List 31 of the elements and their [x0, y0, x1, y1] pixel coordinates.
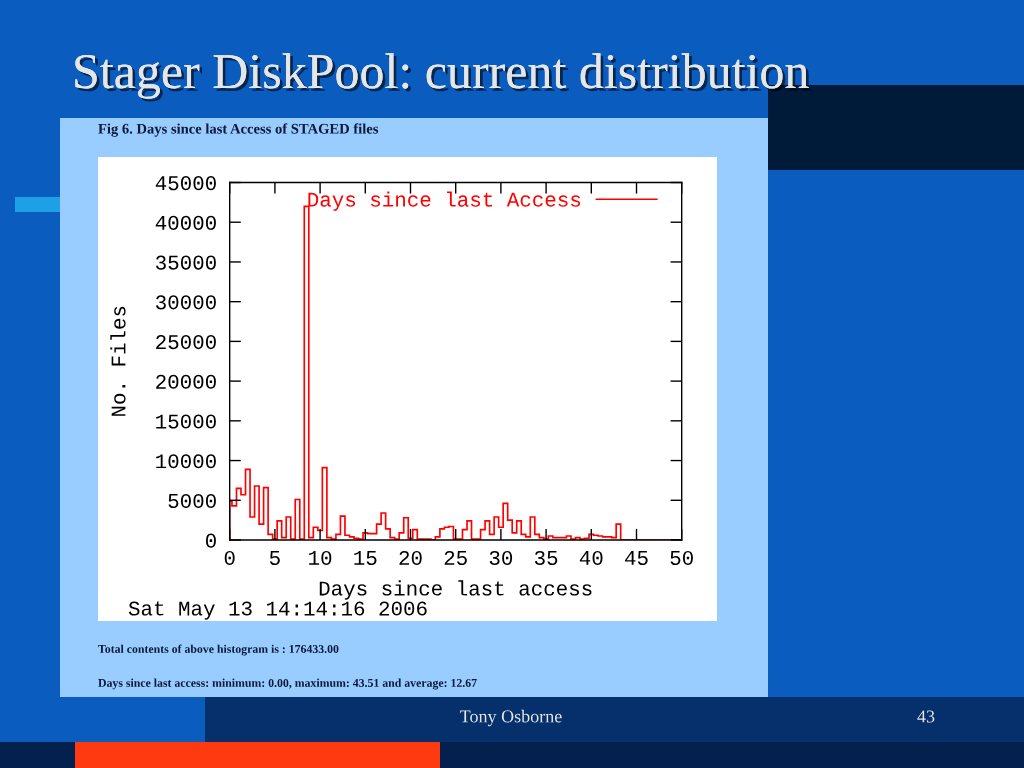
x-tick-label: 40 [579, 550, 603, 566]
text: Days since last access: minimum: 0.00, maximum: 43.51 and average: 12.67 [98, 678, 477, 690]
x-tick-label: 45 [625, 551, 648, 566]
x-tick-label: 50 [670, 550, 693, 566]
x-axis-title: Days since last access [319, 580, 592, 600]
y-axis-title: No. Files [110, 306, 126, 416]
x-tick-label: 10 [309, 550, 332, 566]
y-tick-label: 25000 [156, 335, 216, 350]
x-tick-label: 5 [269, 551, 280, 566]
x-tick-label: 25 [444, 550, 467, 566]
y-tick-label: 5000 [168, 493, 216, 509]
x-tick-label: 15 [354, 551, 377, 566]
chart-title: Stager DiskPool: current distribution [75, 53, 812, 102]
y-tick-label: 30000 [155, 295, 216, 310]
series-label: Days since last Access [308, 191, 581, 211]
y-tick-label: 35000 [155, 255, 216, 270]
text: Tony Osborne [460, 709, 562, 727]
y-tick-label: 45000 [155, 176, 216, 191]
y-tick-label: 0 [205, 533, 216, 548]
chart-subtitle: Fig 6. Days since last Access of STAGED files [98, 123, 379, 137]
x-tick-label: 20 [399, 550, 422, 566]
y-tick-label: 40000 [155, 215, 216, 230]
y-tick-label: 15000 [156, 414, 216, 429]
text: 43 [917, 710, 935, 723]
x-tick-label: 0 [224, 550, 235, 566]
x-tick-label: 30 [489, 550, 513, 566]
y-tick-label: 10000 [156, 454, 216, 469]
x-tick-label: 35 [534, 550, 558, 566]
text: Sat May 13 14:14:16 2006 [128, 601, 427, 620]
y-tick-label: 20000 [156, 374, 216, 389]
text: Total contents of above histogram is : 176433.00 [98, 644, 339, 656]
